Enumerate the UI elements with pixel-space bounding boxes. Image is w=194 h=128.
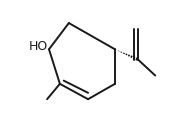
Text: HO: HO [29,40,48,53]
